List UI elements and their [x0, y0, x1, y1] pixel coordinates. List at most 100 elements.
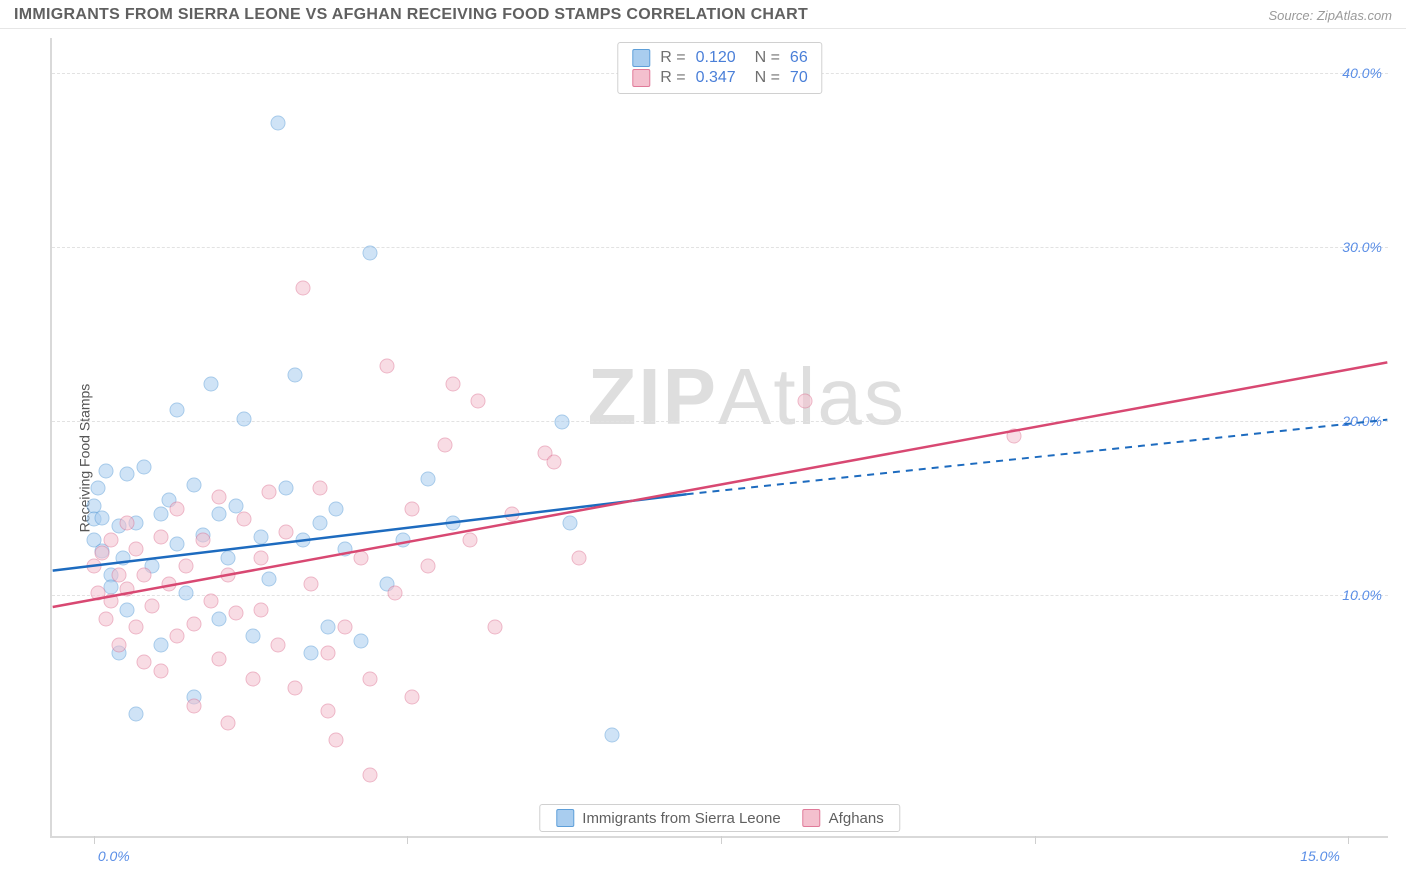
data-point-afghan [162, 576, 177, 591]
data-point-sierra [555, 415, 570, 430]
data-point-afghan [387, 585, 402, 600]
data-point-sierra [136, 460, 151, 475]
data-point-afghan [212, 489, 227, 504]
data-point-afghan [571, 550, 586, 565]
data-point-afghan [187, 698, 202, 713]
ytick-label: 30.0% [1342, 239, 1382, 255]
data-point-afghan [404, 689, 419, 704]
n-value-afghan: 70 [790, 69, 808, 87]
data-point-afghan [99, 611, 114, 626]
gridline [52, 247, 1388, 248]
data-point-afghan [203, 594, 218, 609]
data-point-sierra [203, 376, 218, 391]
data-point-sierra [287, 368, 302, 383]
data-point-sierra [295, 533, 310, 548]
data-point-afghan [153, 663, 168, 678]
data-point-afghan [228, 606, 243, 621]
watermark: ZIPAtlas [588, 351, 906, 443]
data-point-sierra [120, 602, 135, 617]
data-point-sierra [220, 550, 235, 565]
data-point-afghan [404, 502, 419, 517]
data-point-afghan [86, 559, 101, 574]
data-point-afghan [446, 376, 461, 391]
data-point-afghan [279, 524, 294, 539]
title-bar: IMMIGRANTS FROM SIERRA LEONE VS AFGHAN R… [0, 0, 1406, 29]
legend-label-sierra: Immigrants from Sierra Leone [582, 810, 780, 827]
data-point-sierra [153, 637, 168, 652]
data-point-sierra [563, 515, 578, 530]
data-point-afghan [471, 394, 486, 409]
data-point-afghan [287, 681, 302, 696]
chart-area: Receiving Food Stamps ZIPAtlas R = 0.120… [14, 38, 1392, 878]
data-point-sierra [320, 620, 335, 635]
data-point-afghan [329, 733, 344, 748]
xtick [721, 836, 722, 844]
plot-region: ZIPAtlas R = 0.120 N = 66 R = 0.347 N = … [50, 38, 1388, 838]
data-point-afghan [254, 550, 269, 565]
data-point-sierra [270, 115, 285, 130]
data-point-afghan [136, 655, 151, 670]
stats-row-sierra: R = 0.120 N = 66 [632, 49, 807, 67]
xtick [1348, 836, 1349, 844]
data-point-sierra [304, 646, 319, 661]
data-point-afghan [354, 550, 369, 565]
data-point-sierra [170, 402, 185, 417]
data-point-afghan [362, 768, 377, 783]
legend-item-afghan: Afghans [803, 809, 884, 827]
data-point-afghan [270, 637, 285, 652]
xtick-label: 0.0% [98, 848, 130, 864]
stats-row-afghan: R = 0.347 N = 70 [632, 69, 807, 87]
data-point-afghan [170, 629, 185, 644]
ytick-label: 40.0% [1342, 65, 1382, 81]
n-value-sierra: 66 [790, 49, 808, 67]
data-point-afghan [195, 533, 210, 548]
data-point-afghan [237, 512, 252, 527]
data-point-sierra [396, 533, 411, 548]
gridline [52, 421, 1388, 422]
source-label: Source: ZipAtlas.com [1268, 8, 1392, 23]
swatch-sierra-icon [556, 809, 574, 827]
data-point-sierra [170, 536, 185, 551]
data-point-sierra [99, 463, 114, 478]
data-point-afghan [421, 559, 436, 574]
data-point-sierra [237, 411, 252, 426]
data-point-afghan [170, 502, 185, 517]
trend-lines [52, 38, 1388, 836]
data-point-afghan [320, 703, 335, 718]
swatch-sierra [632, 49, 650, 67]
data-point-sierra [354, 634, 369, 649]
swatch-afghan [632, 69, 650, 87]
data-point-afghan [178, 559, 193, 574]
data-point-afghan [312, 481, 327, 496]
data-point-afghan [797, 394, 812, 409]
data-point-afghan [295, 281, 310, 296]
data-point-afghan [379, 359, 394, 374]
series-legend: Immigrants from Sierra Leone Afghans [539, 804, 900, 832]
data-point-sierra [153, 507, 168, 522]
data-point-sierra [178, 585, 193, 600]
data-point-afghan [136, 568, 151, 583]
data-point-afghan [212, 651, 227, 666]
data-point-sierra [337, 542, 352, 557]
data-point-afghan [245, 672, 260, 687]
data-point-afghan [103, 594, 118, 609]
data-point-sierra [95, 510, 110, 525]
data-point-sierra [212, 507, 227, 522]
r-value-afghan: 0.347 [696, 69, 736, 87]
data-point-afghan [111, 568, 126, 583]
data-point-afghan [145, 599, 160, 614]
data-point-sierra [312, 515, 327, 530]
data-point-afghan [337, 620, 352, 635]
xtick-label: 15.0% [1300, 848, 1340, 864]
data-point-sierra [362, 246, 377, 261]
data-point-sierra [228, 498, 243, 513]
xtick [1035, 836, 1036, 844]
data-point-afghan [128, 620, 143, 635]
data-point-afghan [504, 507, 519, 522]
data-point-sierra [421, 472, 436, 487]
data-point-afghan [187, 616, 202, 631]
data-point-afghan [120, 515, 135, 530]
data-point-sierra [262, 571, 277, 586]
xtick [94, 836, 95, 844]
ytick-label: 10.0% [1342, 587, 1382, 603]
